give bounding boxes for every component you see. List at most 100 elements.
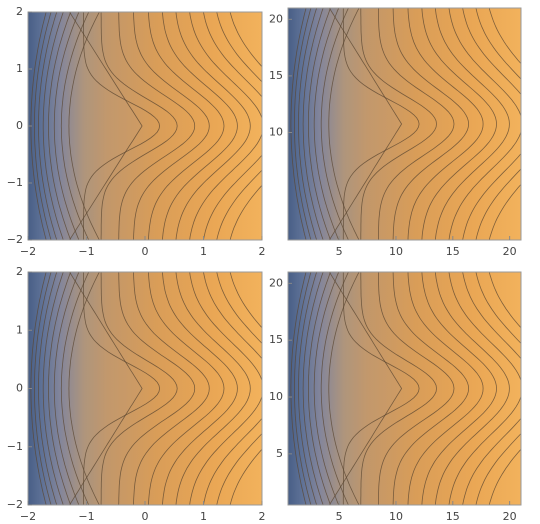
cusp-region	[28, 272, 143, 505]
x-tick-label: 1	[200, 245, 207, 258]
y-tick-label: 10	[269, 390, 283, 403]
y-tick-label: 20	[269, 12, 283, 25]
contour-line	[434, 8, 510, 240]
x-tick-label: 5	[336, 245, 343, 258]
cusp-region	[288, 8, 402, 240]
contour-line	[175, 12, 251, 240]
x-tick-label: 2	[259, 245, 266, 258]
y-tick-label: 10	[269, 125, 283, 138]
x-tick-label: 2	[259, 510, 266, 523]
contour-line	[475, 272, 521, 505]
contour-line	[69, 272, 143, 505]
contour-line	[83, 272, 161, 505]
contour-line	[462, 8, 521, 240]
contour-line	[48, 272, 72, 505]
contour-line	[421, 272, 497, 505]
contour-line	[100, 272, 178, 505]
x-tick-label: 15	[446, 245, 460, 258]
contour-line	[34, 12, 52, 240]
contour-line	[342, 272, 420, 505]
contour-line	[462, 272, 521, 505]
contour-line	[294, 8, 312, 240]
y-tick-label: 1	[16, 62, 23, 75]
contour-line	[290, 8, 307, 240]
y-tick-label: −1	[7, 176, 23, 189]
contour-line	[34, 272, 52, 505]
contour-line	[377, 272, 455, 505]
contour-line	[448, 8, 521, 240]
y-tick-label: 20	[269, 276, 283, 289]
contour-line	[298, 8, 318, 240]
x-tick-label: 10	[389, 510, 403, 523]
contour-line	[60, 272, 90, 505]
x-tick-label: −1	[78, 510, 94, 523]
contour-line	[148, 272, 225, 505]
contour-line	[328, 272, 403, 505]
contour-line	[118, 272, 196, 505]
contour-line	[53, 272, 80, 505]
contour-line	[189, 12, 262, 240]
contour-line	[42, 12, 64, 240]
y-tick-label: 0	[16, 119, 23, 132]
contour-line	[216, 12, 262, 240]
contour-line	[38, 272, 58, 505]
contour-line	[488, 8, 521, 240]
contour-line	[42, 272, 64, 505]
frame	[287, 7, 522, 241]
contour-line	[377, 8, 455, 240]
contour-line	[448, 272, 521, 505]
x-tick-label: 20	[503, 510, 517, 523]
contour-line	[189, 272, 262, 505]
contour-line	[434, 272, 510, 505]
contour-line	[328, 8, 403, 240]
contour-line	[100, 12, 178, 240]
contour-line	[38, 12, 58, 240]
contour-line	[48, 12, 72, 240]
x-tick-label: 5	[336, 510, 343, 523]
field	[28, 12, 262, 240]
contour-line	[203, 12, 262, 240]
contour-line	[308, 272, 331, 505]
contour-line	[294, 272, 312, 505]
contour-line	[148, 12, 225, 240]
contour-line	[360, 272, 437, 505]
contour-line	[133, 12, 210, 240]
contour-line	[83, 12, 161, 240]
contour-line	[161, 272, 238, 505]
contour-line	[203, 272, 262, 505]
y-tick-label: −2	[7, 498, 23, 511]
contour-line	[407, 272, 484, 505]
x-tick-label: 10	[389, 245, 403, 258]
contour-line	[342, 8, 420, 240]
field	[28, 272, 262, 505]
y-tick-label: −1	[7, 440, 23, 453]
x-tick-label: 0	[142, 245, 149, 258]
contour-line	[320, 272, 349, 505]
field	[288, 8, 521, 240]
contour-line	[53, 12, 80, 240]
contour-line	[161, 12, 238, 240]
y-tick-label: −2	[7, 233, 23, 246]
x-tick-label: −2	[20, 245, 36, 258]
contour-line	[302, 8, 324, 240]
contour-plot	[288, 272, 521, 505]
y-tick-label: 1	[16, 323, 23, 336]
contour-line	[488, 272, 521, 505]
y-tick-label: 2	[16, 5, 23, 18]
x-tick-label: −2	[20, 510, 36, 523]
cusp-region	[288, 272, 402, 505]
y-tick-label: 5	[276, 447, 283, 460]
contour-line	[60, 12, 90, 240]
contour-line	[175, 272, 251, 505]
contour-line	[360, 8, 437, 240]
contour-plot	[288, 8, 521, 240]
contour-line	[229, 272, 262, 505]
contour-line	[133, 272, 210, 505]
contour-line	[118, 12, 196, 240]
contour-line	[313, 8, 340, 240]
contour-line	[313, 272, 340, 505]
contour-line	[229, 12, 262, 240]
x-tick-label: 20	[503, 245, 517, 258]
contour-line	[308, 8, 331, 240]
